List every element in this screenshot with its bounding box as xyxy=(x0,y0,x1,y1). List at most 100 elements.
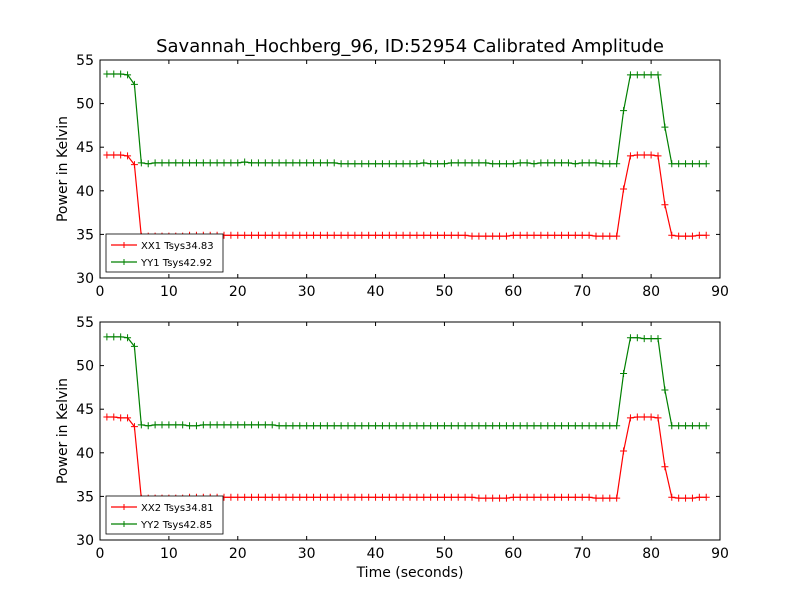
legend-marker xyxy=(121,259,127,265)
x-tick-label: 80 xyxy=(642,284,660,300)
data-point xyxy=(392,422,400,430)
data-point xyxy=(475,422,483,430)
x-tick-label: 80 xyxy=(642,546,660,562)
data-point xyxy=(613,494,621,502)
data-point xyxy=(316,422,324,430)
data-point xyxy=(337,160,345,168)
data-point xyxy=(151,421,159,429)
y-tick-label: 55 xyxy=(76,315,94,331)
data-point xyxy=(695,160,703,168)
data-point xyxy=(110,333,118,341)
data-point xyxy=(502,422,510,430)
data-point xyxy=(647,413,655,421)
legend: XX1 Tsys34.83 YY1 Tsys42.92 xyxy=(105,233,224,273)
x-tick-label: 70 xyxy=(573,284,591,300)
data-point xyxy=(682,232,690,240)
data-point xyxy=(468,159,476,167)
data-point xyxy=(447,493,455,501)
data-point xyxy=(323,422,331,430)
data-point xyxy=(640,335,648,343)
data-point xyxy=(144,422,152,430)
data-point xyxy=(282,159,290,167)
data-point xyxy=(571,160,579,168)
data-point xyxy=(599,232,607,240)
data-point xyxy=(606,160,614,168)
data-point xyxy=(454,231,462,239)
data-point xyxy=(103,413,111,421)
data-point xyxy=(303,231,311,239)
data-point xyxy=(447,422,455,430)
x-tick-label: 90 xyxy=(711,546,729,562)
data-point xyxy=(406,231,414,239)
data-point xyxy=(675,160,683,168)
data-point xyxy=(117,333,125,341)
x-tick-label: 30 xyxy=(298,546,316,562)
data-point xyxy=(289,493,297,501)
data-point xyxy=(551,159,559,167)
data-point xyxy=(599,494,607,502)
data-point xyxy=(530,493,538,501)
data-point xyxy=(103,70,111,78)
data-point xyxy=(682,422,690,430)
data-point xyxy=(199,159,207,167)
data-point xyxy=(330,422,338,430)
data-point xyxy=(454,493,462,501)
data-point xyxy=(675,232,683,240)
data-point xyxy=(227,421,235,429)
data-point xyxy=(578,422,586,430)
data-point xyxy=(702,422,710,430)
data-point xyxy=(282,231,290,239)
data-point xyxy=(248,421,256,429)
data-point xyxy=(296,231,304,239)
data-point xyxy=(427,493,435,501)
data-point xyxy=(661,386,669,394)
data-point xyxy=(626,414,634,422)
data-point xyxy=(130,80,138,88)
y-tick-label: 40 xyxy=(76,446,94,462)
data-point xyxy=(613,422,621,430)
data-point xyxy=(261,421,269,429)
data-point xyxy=(599,422,607,430)
data-point xyxy=(337,422,345,430)
data-point xyxy=(351,493,359,501)
data-point xyxy=(406,422,414,430)
data-point xyxy=(523,493,531,501)
data-point xyxy=(592,159,600,167)
y-tick-label: 35 xyxy=(76,227,94,243)
y-tick-label: 30 xyxy=(76,271,94,287)
data-point xyxy=(248,493,256,501)
data-point xyxy=(227,159,235,167)
data-point xyxy=(585,422,593,430)
data-point xyxy=(620,185,628,193)
series-2 xyxy=(103,333,710,430)
data-point xyxy=(413,160,421,168)
data-point xyxy=(186,422,194,430)
data-point xyxy=(578,231,586,239)
data-point xyxy=(613,160,621,168)
data-point xyxy=(640,151,648,159)
data-point xyxy=(220,421,228,429)
data-point xyxy=(330,493,338,501)
legend: XX2 Tsys34.81 YY2 Tsys42.85 xyxy=(105,495,224,535)
data-point xyxy=(144,160,152,168)
data-point xyxy=(702,493,710,501)
data-point xyxy=(413,231,421,239)
data-point xyxy=(516,159,524,167)
data-point xyxy=(103,333,111,341)
data-point xyxy=(475,494,483,502)
data-point xyxy=(695,493,703,501)
data-point xyxy=(344,422,352,430)
data-point xyxy=(254,421,262,429)
data-point xyxy=(454,422,462,430)
data-point xyxy=(323,231,331,239)
data-point xyxy=(248,231,256,239)
data-point xyxy=(199,421,207,429)
data-point xyxy=(399,493,407,501)
data-point xyxy=(516,422,524,430)
data-point xyxy=(558,159,566,167)
data-point xyxy=(613,232,621,240)
data-point xyxy=(406,493,414,501)
data-point xyxy=(675,422,683,430)
y-axis-label: Power in Kelvin xyxy=(55,378,71,484)
legend-box xyxy=(105,495,224,535)
